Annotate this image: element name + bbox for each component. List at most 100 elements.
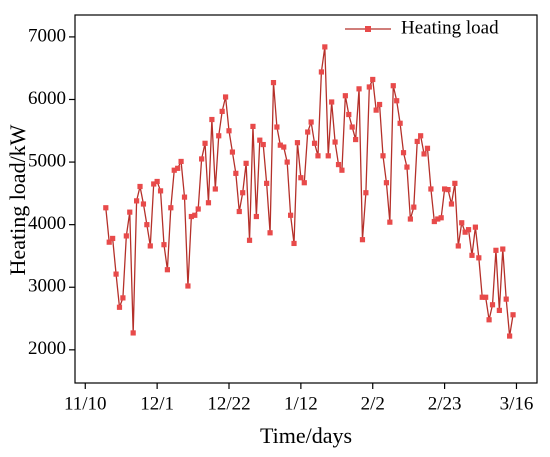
point: [373, 107, 379, 113]
point: [298, 175, 304, 181]
point: [199, 156, 205, 162]
point: [496, 307, 502, 314]
point: [151, 181, 157, 187]
point: [311, 140, 318, 146]
y-tick-label: 7000: [28, 25, 66, 46]
x-tick-label: 3/16: [500, 393, 534, 414]
point: [253, 213, 259, 220]
point: [370, 76, 376, 83]
point: [411, 204, 417, 210]
point: [168, 205, 174, 211]
point: [366, 84, 372, 90]
point: [325, 153, 331, 159]
point: [222, 94, 229, 100]
point: [342, 93, 348, 99]
point: [157, 188, 164, 194]
legend-marker: [365, 26, 371, 32]
point: [257, 137, 263, 143]
point: [188, 213, 194, 220]
x-tick-label: 2/2: [361, 393, 385, 414]
point: [270, 79, 277, 86]
point: [195, 206, 201, 212]
point: [335, 161, 342, 168]
point: [294, 140, 301, 146]
point: [209, 116, 215, 123]
y-tick-label: 4000: [28, 213, 66, 234]
point: [154, 178, 160, 185]
point: [103, 205, 109, 211]
point: [164, 267, 170, 273]
point: [400, 150, 407, 156]
legend-label: Heating load: [401, 17, 499, 38]
point: [116, 304, 123, 310]
point: [500, 246, 506, 252]
point: [171, 167, 177, 173]
point: [339, 167, 345, 173]
point: [397, 120, 403, 126]
point: [240, 190, 246, 196]
point: [455, 243, 461, 249]
point: [216, 133, 222, 139]
point: [175, 165, 181, 171]
point: [110, 235, 116, 242]
point: [465, 227, 472, 233]
y-tick-label: 2000: [28, 338, 66, 359]
point: [308, 119, 314, 125]
point: [414, 138, 420, 145]
point: [301, 180, 307, 186]
point: [322, 44, 328, 50]
point: [418, 133, 424, 139]
point: [236, 208, 242, 215]
point: [431, 218, 437, 225]
point: [404, 164, 410, 170]
plot-frame: [74, 14, 538, 384]
point: [356, 86, 362, 92]
point: [428, 186, 434, 192]
point: [219, 108, 225, 114]
point: [277, 142, 283, 148]
point: [281, 144, 287, 150]
point: [260, 141, 266, 148]
point: [134, 198, 140, 204]
point: [390, 83, 396, 89]
point: [288, 212, 294, 218]
x-tick-label: 2/23: [428, 393, 462, 414]
point: [130, 330, 136, 336]
point: [250, 123, 256, 130]
point: [438, 215, 444, 221]
y-tick-label: 6000: [28, 88, 66, 109]
point: [380, 153, 386, 159]
point: [424, 145, 431, 151]
point: [329, 99, 335, 105]
point: [489, 302, 496, 308]
point: [387, 219, 393, 225]
point: [246, 237, 253, 243]
point: [192, 212, 198, 218]
x-tick-label: 11/10: [64, 393, 107, 414]
point: [127, 209, 133, 215]
point: [161, 242, 167, 248]
point: [113, 271, 119, 277]
point: [346, 111, 352, 118]
point: [383, 180, 390, 186]
x-tick-label: 12/22: [207, 393, 250, 414]
point: [181, 194, 188, 200]
point: [479, 294, 485, 300]
point: [205, 200, 212, 206]
point: [445, 187, 451, 193]
point: [503, 296, 509, 302]
point: [267, 230, 273, 236]
point: [476, 255, 482, 261]
point: [435, 216, 441, 222]
y-axis-title: Heating load/kW: [5, 124, 30, 275]
point: [363, 190, 369, 196]
point: [147, 243, 153, 249]
point: [264, 180, 270, 186]
point: [493, 247, 499, 253]
point: [510, 312, 516, 318]
point: [106, 239, 112, 245]
y-tick-label: 5000: [28, 150, 66, 171]
point: [332, 139, 338, 145]
point: [212, 186, 218, 192]
